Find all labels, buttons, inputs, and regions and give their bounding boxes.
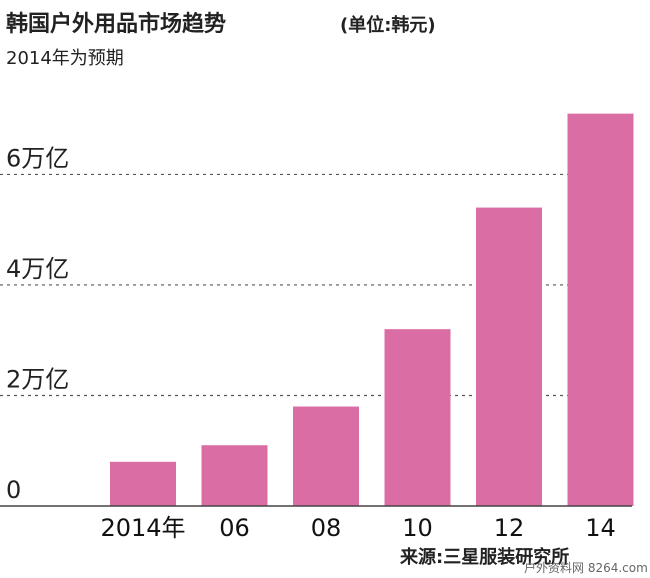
- watermark: 户外资料网 8264.com: [524, 560, 648, 575]
- x-tick-label: 12: [494, 514, 525, 542]
- y-tick-label: 0: [6, 476, 21, 504]
- bar: [384, 329, 451, 506]
- x-tick-label: 2014年: [100, 514, 185, 542]
- bars: [110, 113, 634, 506]
- x-tick-label: 10: [402, 514, 433, 542]
- source-note: 来源:三星服装研究所: [399, 546, 569, 568]
- y-axis-ticks: 0 2万亿 4万亿 6万亿: [6, 144, 69, 504]
- y-tick-label: 6万亿: [6, 144, 69, 172]
- x-axis-ticks: 2014年 06 08 10 12 14: [100, 514, 615, 542]
- bar: [293, 406, 359, 506]
- x-tick-label: 14: [585, 514, 616, 542]
- chart-title-unit: (单位:韩元): [340, 14, 436, 36]
- chart-title: 韩国户外用品市场趋势: [6, 11, 226, 37]
- bar: [476, 207, 542, 506]
- bar: [201, 445, 268, 506]
- x-tick-label: 06: [219, 514, 250, 542]
- chart-subtitle: 2014年为预期: [6, 48, 124, 69]
- bar: [110, 461, 176, 506]
- x-tick-label: 08: [311, 514, 342, 542]
- bar: [567, 113, 634, 506]
- y-tick-label: 2万亿: [6, 365, 69, 393]
- y-tick-label: 4万亿: [6, 255, 69, 283]
